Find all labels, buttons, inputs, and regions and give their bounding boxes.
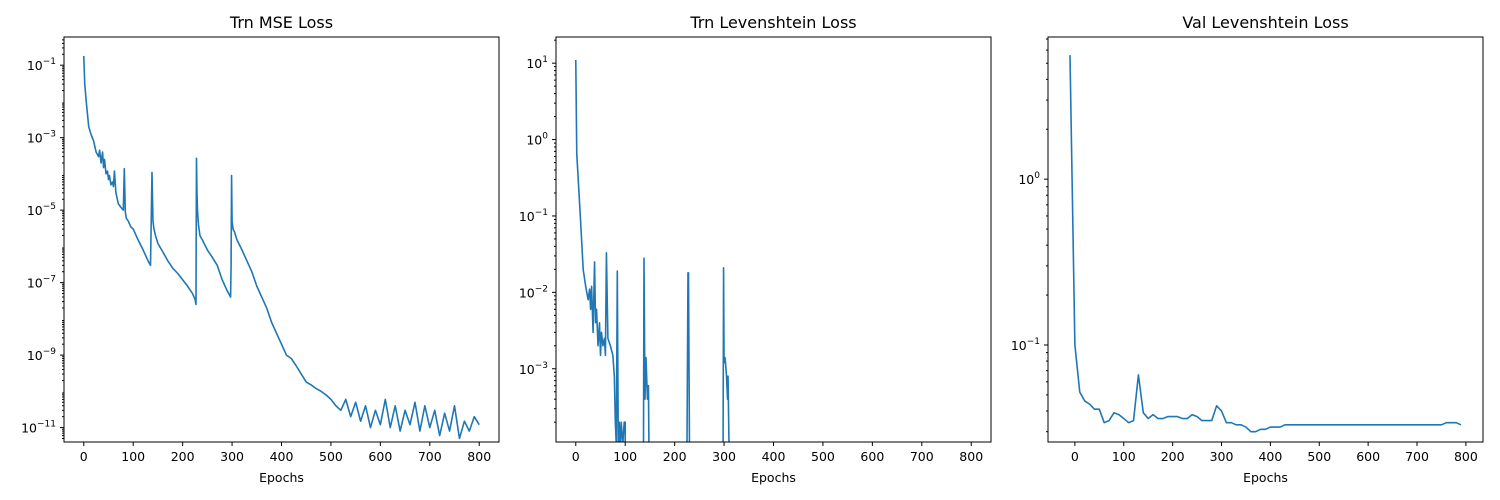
y-tick-mantissa: 10	[27, 58, 43, 73]
y-tick-exponent: −2	[535, 284, 548, 294]
y-tick-label: 10−9	[27, 347, 56, 363]
chart-panel-1: Trn MSE Loss Epochs 0 100 200 300 400 500 600 700…	[21, 13, 500, 485]
y-tick-mantissa: 10	[27, 348, 43, 363]
y-tick-exponent: −3	[535, 361, 548, 371]
x-axis-label: Epochs	[751, 470, 796, 485]
y-tick-label: 10−2	[519, 284, 548, 300]
y-tick-exponent: −5	[43, 202, 56, 212]
x-tick-label: 600	[1356, 449, 1380, 464]
x-tick-label: 300	[1210, 449, 1234, 464]
y-tick-mantissa: 10	[519, 362, 535, 377]
x-tick-label: 500	[319, 449, 343, 464]
x-tick-label: 300	[220, 449, 244, 464]
y-tick-label: 100	[1018, 171, 1040, 187]
y-tick-exponent: −7	[43, 275, 56, 285]
x-tick-label: 700	[910, 449, 934, 464]
y-tick-exponent: 1	[542, 55, 548, 65]
y-tick-label: 100	[526, 132, 548, 148]
axes-frame	[1047, 36, 1484, 443]
x-tick-label: 500	[1307, 449, 1331, 464]
y-tick-label: 10−1	[1011, 337, 1040, 353]
series-line	[574, 59, 730, 442]
x-tick-label: 300	[712, 449, 736, 464]
y-tick-mantissa: 10	[27, 276, 43, 291]
x-tick-label: 200	[663, 449, 687, 464]
y-tick-exponent: −3	[43, 130, 56, 140]
axes-frame	[555, 36, 992, 443]
y-tick-exponent: −1	[1027, 337, 1040, 347]
x-tick-label: 100	[121, 449, 145, 464]
x-tick-label: 500	[811, 449, 835, 464]
series-line	[1069, 55, 1462, 433]
x-tick-label: 700	[418, 449, 442, 464]
x-tick-label: 600	[860, 449, 884, 464]
y-tick-exponent: −1	[535, 208, 548, 218]
x-tick-label: 400	[762, 449, 786, 464]
y-tick-exponent: −9	[43, 347, 57, 357]
y-tick-exponent: −1	[43, 57, 56, 67]
x-tick-label: 400	[1258, 449, 1282, 464]
x-tick-label: 800	[1454, 449, 1478, 464]
y-tick-label: 10−1	[519, 208, 548, 224]
y-tick-label: 101	[526, 55, 548, 71]
chart-title: Trn MSE Loss	[229, 13, 333, 32]
x-tick-label: 700	[1405, 449, 1429, 464]
chart-title: Trn Levenshtein Loss	[689, 13, 856, 32]
x-tick-label: 100	[613, 449, 637, 464]
x-tick-label: 0	[1071, 449, 1079, 464]
y-tick-exponent: 0	[1034, 171, 1040, 181]
x-tick-label: 100	[1112, 449, 1136, 464]
y-tick-mantissa: 10	[1011, 338, 1027, 353]
series-line	[82, 55, 480, 440]
y-tick-label: 10−7	[27, 275, 56, 291]
y-tick-mantissa: 10	[27, 131, 43, 146]
y-tick-mantissa: 10	[27, 203, 43, 218]
y-tick-label: 10−1	[27, 57, 56, 73]
axes-frame	[63, 36, 500, 443]
y-tick-label: 10−3	[519, 361, 548, 377]
y-tick-mantissa: 10	[519, 209, 535, 224]
x-tick-label: 200	[1161, 449, 1185, 464]
x-tick-label: 600	[368, 449, 392, 464]
y-tick-exponent: −11	[37, 420, 56, 430]
x-tick-label: 0	[80, 449, 88, 464]
x-tick-label: 200	[171, 449, 195, 464]
y-tick-mantissa: 10	[519, 285, 535, 300]
chart-title: Val Levenshtein Loss	[1182, 13, 1348, 32]
x-axis-label: Epochs	[1243, 470, 1288, 485]
y-tick-mantissa: 10	[526, 133, 542, 148]
y-tick-mantissa: 10	[21, 421, 37, 436]
x-tick-label: 800	[959, 449, 983, 464]
y-tick-mantissa: 10	[1018, 172, 1034, 187]
y-tick-exponent: 0	[542, 132, 548, 142]
y-tick-label: 10−11	[21, 420, 56, 436]
x-tick-label: 0	[572, 449, 580, 464]
y-tick-mantissa: 10	[526, 56, 542, 71]
y-tick-label: 10−3	[27, 130, 56, 146]
x-tick-label: 400	[270, 449, 294, 464]
x-axis-label: Epochs	[259, 470, 304, 485]
y-tick-label: 10−5	[27, 202, 56, 218]
x-tick-label: 800	[467, 449, 491, 464]
